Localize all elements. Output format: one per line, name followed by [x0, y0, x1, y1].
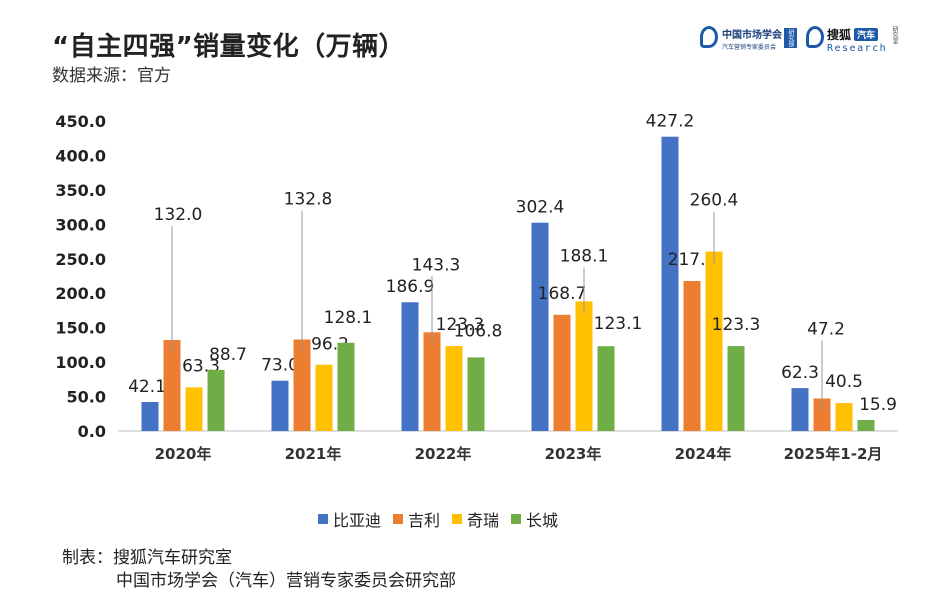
- logo1-sub: 汽车营销专家委员会: [722, 44, 777, 51]
- logo1-main: 中国市场学会: [722, 30, 782, 41]
- q-logo-icon: [700, 26, 718, 48]
- x-category-label: 2022年: [415, 445, 472, 463]
- data-label: 132.0: [154, 205, 203, 225]
- bar-2-4: [705, 251, 723, 431]
- data-label: 123.3: [712, 315, 761, 335]
- y-tick-label: 100.0: [55, 353, 106, 372]
- legend-label: 吉利: [408, 511, 441, 530]
- data-label: 47.2: [807, 319, 845, 339]
- bar-2-2: [445, 346, 463, 431]
- chart-legend: 比亚迪 吉利 奇瑞 长城: [318, 507, 558, 531]
- data-label: 106.8: [454, 321, 503, 341]
- data-label: 123.1: [594, 314, 643, 334]
- bar-0-2: [401, 302, 419, 431]
- bar-3-1: [337, 342, 355, 431]
- legend-swatch: [452, 514, 463, 524]
- data-label: 302.4: [516, 198, 565, 218]
- market-society-logo: 中国市场学会 汽车营销专家委员会 研究部: [700, 26, 815, 51]
- logo2-sub: Research: [827, 43, 888, 54]
- data-label: 123.3: [436, 315, 485, 335]
- data-label: 128.1: [324, 308, 373, 328]
- y-tick-label: 350.0: [55, 181, 106, 200]
- y-tick-label: 300.0: [55, 215, 106, 234]
- bar-3-0: [207, 369, 225, 431]
- bar-0-0: [141, 401, 159, 431]
- data-label: 143.3: [412, 255, 461, 275]
- y-tick-label: 0.0: [78, 422, 106, 441]
- table-maker-2: 中国市场学会（汽车）营销专家委员会研究部: [116, 571, 456, 591]
- legend-item: 比亚迪: [318, 507, 381, 531]
- data-label: 217.7: [668, 250, 717, 270]
- logo2-badge: 汽车: [854, 28, 879, 41]
- bar-0-5: [791, 388, 809, 431]
- data-source: 数据来源：官方: [52, 66, 171, 86]
- bar-2-3: [575, 301, 593, 431]
- data-label: 260.4: [690, 191, 739, 211]
- legend-label: 比亚迪: [333, 511, 382, 530]
- bar-2-5: [835, 403, 853, 431]
- bar-0-3: [531, 222, 549, 431]
- logo1-tag: 研究部: [784, 28, 797, 48]
- bar-1-0: [163, 340, 181, 431]
- logo2-main: 搜狐: [827, 28, 852, 42]
- bar-3-5: [857, 420, 875, 431]
- bar-0-1: [271, 380, 289, 431]
- legend-label: 长城: [526, 511, 559, 530]
- bar-1-2: [423, 332, 441, 431]
- bar-3-4: [727, 346, 745, 431]
- bar-1-3: [553, 314, 571, 431]
- legend-label: 奇瑞: [467, 511, 500, 530]
- r-logo-icon: [806, 26, 824, 48]
- y-tick-label: 450.0: [55, 112, 106, 131]
- bar-1-5: [813, 398, 831, 431]
- bar-3-2: [467, 357, 485, 431]
- data-label: 42.1: [128, 377, 166, 397]
- table-maker: 制表：搜狐汽车研究室: [62, 548, 232, 568]
- bar-3-3: [597, 346, 615, 431]
- y-tick-label: 200.0: [55, 284, 106, 303]
- x-category-label: 2024年: [675, 445, 732, 463]
- legend-swatch: [393, 514, 404, 524]
- data-label: 427.2: [646, 112, 695, 132]
- bar-1-1: [293, 339, 311, 431]
- sohu-research-logo: 搜狐 汽车 Research 研究室: [806, 26, 917, 54]
- logo2-side: 研究室: [891, 26, 899, 44]
- bar-0-4: [661, 136, 679, 431]
- data-label: 15.9: [859, 395, 897, 415]
- x-category-label: 2021年: [285, 445, 342, 463]
- data-label: 62.3: [781, 363, 819, 383]
- legend-item: 吉利: [393, 507, 440, 531]
- data-label: 186.9: [386, 277, 435, 297]
- bar-2-1: [315, 364, 333, 431]
- legend-item: 奇瑞: [452, 507, 499, 531]
- logo-area: 中国市场学会 汽车营销专家委员会 研究部 搜狐 汽车 Research 研究室: [700, 26, 920, 60]
- legend-swatch: [511, 514, 522, 524]
- y-tick-label: 400.0: [55, 146, 106, 165]
- y-tick-label: 50.0: [67, 388, 106, 407]
- bar-1-4: [683, 281, 701, 431]
- y-tick-label: 250.0: [55, 250, 106, 269]
- data-label: 132.8: [284, 190, 333, 210]
- chart-title: “自主四强”销量变化（万辆）: [52, 32, 406, 62]
- y-tick-label: 150.0: [55, 319, 106, 338]
- x-category-label: 2023年: [545, 445, 602, 463]
- legend-swatch: [318, 514, 328, 524]
- x-category-label: 2020年: [155, 445, 212, 463]
- x-category-label: 2025年1-2月: [784, 445, 883, 463]
- data-label: 73.0: [261, 356, 299, 376]
- data-label: 88.7: [209, 345, 247, 365]
- bar-2-0: [185, 387, 203, 431]
- data-label: 40.5: [825, 372, 863, 392]
- data-label: 168.7: [538, 284, 587, 304]
- legend-item: 长城: [511, 507, 558, 531]
- data-label: 188.1: [560, 246, 609, 266]
- bar-chart: 0.0 50.0 100.0 150.0 200.0 250.0 300.0 350.0 400…: [55, 112, 898, 463]
